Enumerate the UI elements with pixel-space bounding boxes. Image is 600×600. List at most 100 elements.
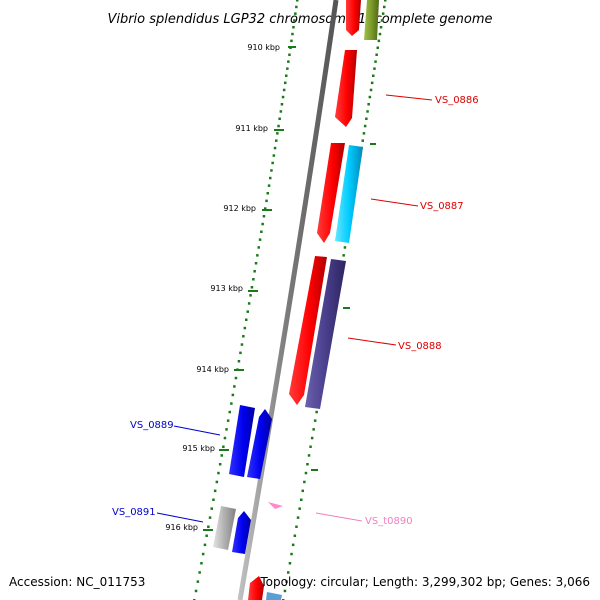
tick-dot [287,571,290,574]
gene-arrow[interactable] [247,409,272,479]
tick-dot [240,343,244,346]
tick-dot [288,562,292,565]
tick-dot [277,124,280,128]
tick-dot [228,410,231,414]
tick-dot [287,60,290,63]
leader-line [385,94,433,101]
gene-arrow[interactable] [305,259,346,409]
gene-arrow[interactable] [248,576,264,600]
gene-label-vs-0891[interactable]: VS_0891 [112,507,156,518]
tick-label: 911 kbp [235,124,268,133]
tick-dot [249,294,252,297]
tick-dot [369,88,373,92]
gene-arrow-vs-0887[interactable] [317,143,345,243]
tick-dot [373,67,376,70]
tick-dot [292,26,295,29]
tick-dot [234,376,238,380]
tick-dot [258,238,262,241]
genome-backbone [237,0,339,600]
gene-arrow[interactable] [266,592,282,600]
tick-dot [246,310,249,313]
map-title: Vibrio splendidus LGP32 chromosome 1, co… [107,12,492,27]
tick-dot [225,428,228,431]
tick-dot [304,471,308,475]
tick-dot [368,95,372,99]
gene-arrow-vs-0891[interactable] [232,511,251,554]
tick-dot [247,302,251,305]
scale-ticks: 910 kbp 911 kbp 912 kbp 913 kbp 914 kbp … [165,43,376,532]
tick-dot [306,463,309,466]
tick-dot [252,278,255,281]
tick-dot [210,507,213,510]
tick-dot [296,0,299,2]
tick-dot [378,32,382,36]
tick-dot [254,262,258,265]
gene-arrow-vs-0886[interactable] [335,50,357,127]
leader-line [370,198,419,207]
tick-dot [366,110,369,113]
tick-dot [272,154,276,157]
tick-dot [281,95,285,99]
tick-dot [383,5,386,9]
tick-dot [307,454,311,457]
tick-dot [296,516,300,519]
tick-dot [205,534,208,537]
tick-label: 915 kbp [182,444,215,453]
tick-dot [303,480,306,484]
tick-dot [215,480,219,484]
tick-dot [285,74,288,77]
tick-dot [203,543,207,547]
tick-dot [376,46,379,49]
tick-label: 910 kbp [247,43,280,52]
tick-dot [313,419,317,422]
gene-arrow[interactable] [346,0,361,36]
tick-dot [265,199,268,203]
tick-dot [231,393,235,397]
gene-label-vs-0887[interactable]: VS_0887 [420,201,464,212]
tick-dot [237,360,241,363]
tick-dot [293,19,296,22]
gene-arrow[interactable] [364,0,379,40]
gene-label-vs-t0890[interactable]: VS_t0890 [365,516,413,527]
tick-dot [220,454,223,457]
tick-dot [342,254,345,257]
tick-dot [201,552,205,556]
tick-dot [284,81,287,85]
gene-arrow[interactable] [213,506,236,550]
tick-dot [310,436,314,440]
tick-dot [269,176,272,180]
tick-dot [374,60,377,63]
tick-dot [256,254,259,257]
gene-arrow-vs-0888[interactable] [289,256,327,405]
tick-label: 916 kbp [165,523,198,532]
gene-arrow-vs-0889[interactable] [229,405,255,477]
tick-dot [262,215,266,218]
tick-dot [315,410,318,414]
trna-marker-vs-t0890[interactable] [268,502,283,509]
gene-label-vs-0889[interactable]: VS_0889 [130,420,174,431]
tick-dot [298,507,301,510]
tick-dot [370,81,374,85]
gene-label-vs-0888[interactable]: VS_0888 [398,341,442,352]
tick-dot [242,335,245,338]
tick-dot [283,589,287,593]
tick-dot [290,39,293,43]
tick-dot [309,445,312,448]
tick-dot [285,580,288,583]
tick-dot [375,53,378,56]
tick-dot [271,161,274,165]
tick-dot [230,402,233,405]
tick-dot [275,139,278,142]
genes [213,0,379,600]
tick-dot [194,589,198,593]
topology-text: Topology: circular; Length: 3,299,302 bp… [259,575,590,589]
tick-dot [380,19,384,22]
tick-dot [250,286,254,289]
tick-dot [367,103,370,106]
tick-dot [207,525,210,528]
tick-dot [243,326,247,330]
gene-label-vs-0886[interactable]: VS_0886 [435,95,479,106]
gene-arrow[interactable] [335,145,363,243]
tick-dot [257,246,260,249]
